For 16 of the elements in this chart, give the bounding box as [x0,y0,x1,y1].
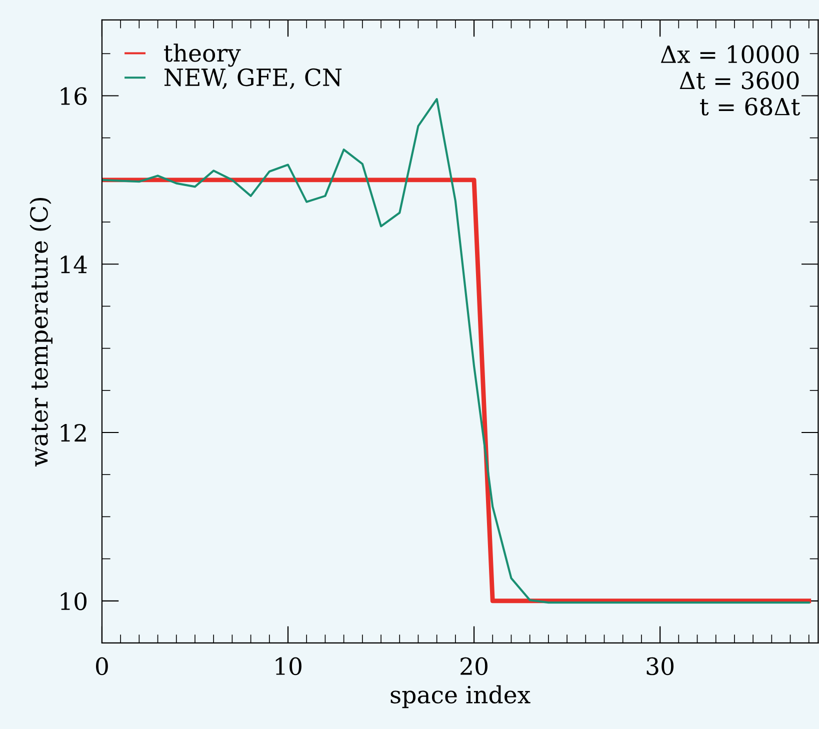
annotation: Δt = 3600 [680,71,799,90]
x-tick-label: 10 [276,657,302,676]
y-tick-label: 10 [60,592,87,610]
legend-label: theory [164,44,241,67]
x-tick-label: 0 [96,657,108,676]
x-tick-label: 30 [646,657,674,676]
y-tick-label: 12 [60,424,86,442]
y-tick-label: 14 [60,256,87,274]
y-axis-title: water temperature (C) [30,198,52,466]
line-series [102,98,810,604]
legend-label: NEW, GFE, CN [164,68,342,90]
x-axis-title: space index [390,685,530,708]
y-tick-label: 16 [60,87,87,106]
x-tick-label: 20 [460,657,488,676]
annotation: Δx = 10000 [660,45,799,64]
annotation: t = 68Δt [700,98,800,116]
